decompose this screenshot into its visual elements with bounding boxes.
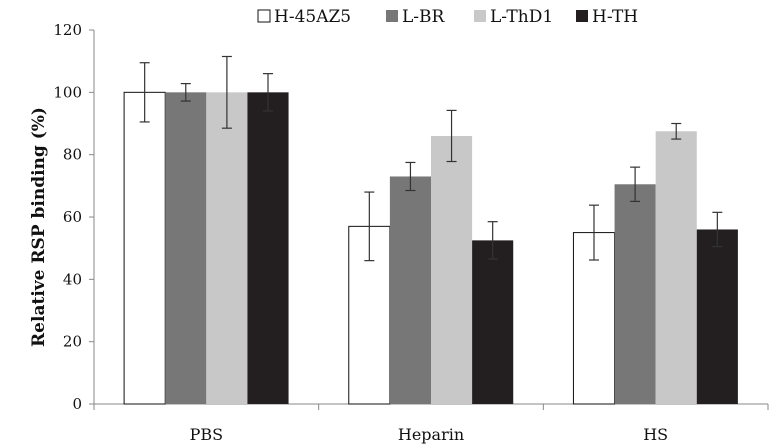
bar bbox=[614, 184, 656, 404]
bar bbox=[165, 92, 207, 404]
bar bbox=[247, 92, 289, 404]
y-tick-label: 80 bbox=[63, 146, 82, 164]
y-axis-title: Relative RSP binding (%) bbox=[29, 107, 49, 347]
bar bbox=[696, 229, 738, 404]
y-tick-label: 120 bbox=[53, 21, 82, 39]
bar bbox=[206, 92, 248, 404]
y-tick-label: 60 bbox=[63, 208, 82, 226]
bars bbox=[123, 91, 738, 405]
x-category-label: HS bbox=[643, 425, 668, 444]
legend: H-45AZ5 L-BR L-ThD1 H-TH bbox=[257, 7, 638, 27]
bar bbox=[123, 91, 166, 405]
bar bbox=[431, 135, 473, 404]
x-category-label: Heparin bbox=[398, 425, 464, 444]
y-tick-label: 0 bbox=[72, 395, 82, 413]
x-category-label: PBS bbox=[190, 425, 223, 444]
bar bbox=[472, 240, 514, 404]
legend-swatch bbox=[257, 9, 271, 23]
y-tick-label: 100 bbox=[53, 83, 82, 101]
legend-swatch bbox=[474, 10, 486, 22]
bar bbox=[389, 176, 431, 404]
legend-label: L-BR bbox=[402, 7, 446, 27]
legend-swatch bbox=[576, 10, 588, 22]
legend-swatch bbox=[386, 10, 398, 22]
error-bars bbox=[139, 55, 723, 262]
legend-label: H-45AZ5 bbox=[274, 7, 351, 27]
y-axis: 0 20 40 60 80 100 120 bbox=[53, 21, 95, 413]
bar bbox=[655, 131, 697, 404]
legend-label: L-ThD1 bbox=[490, 7, 553, 27]
x-axis: PBS Heparin HS bbox=[93, 403, 769, 444]
legend-label: H-TH bbox=[592, 7, 638, 27]
y-tick-label: 20 bbox=[63, 333, 82, 351]
y-tick-label: 40 bbox=[63, 270, 82, 288]
bar bbox=[572, 232, 616, 405]
